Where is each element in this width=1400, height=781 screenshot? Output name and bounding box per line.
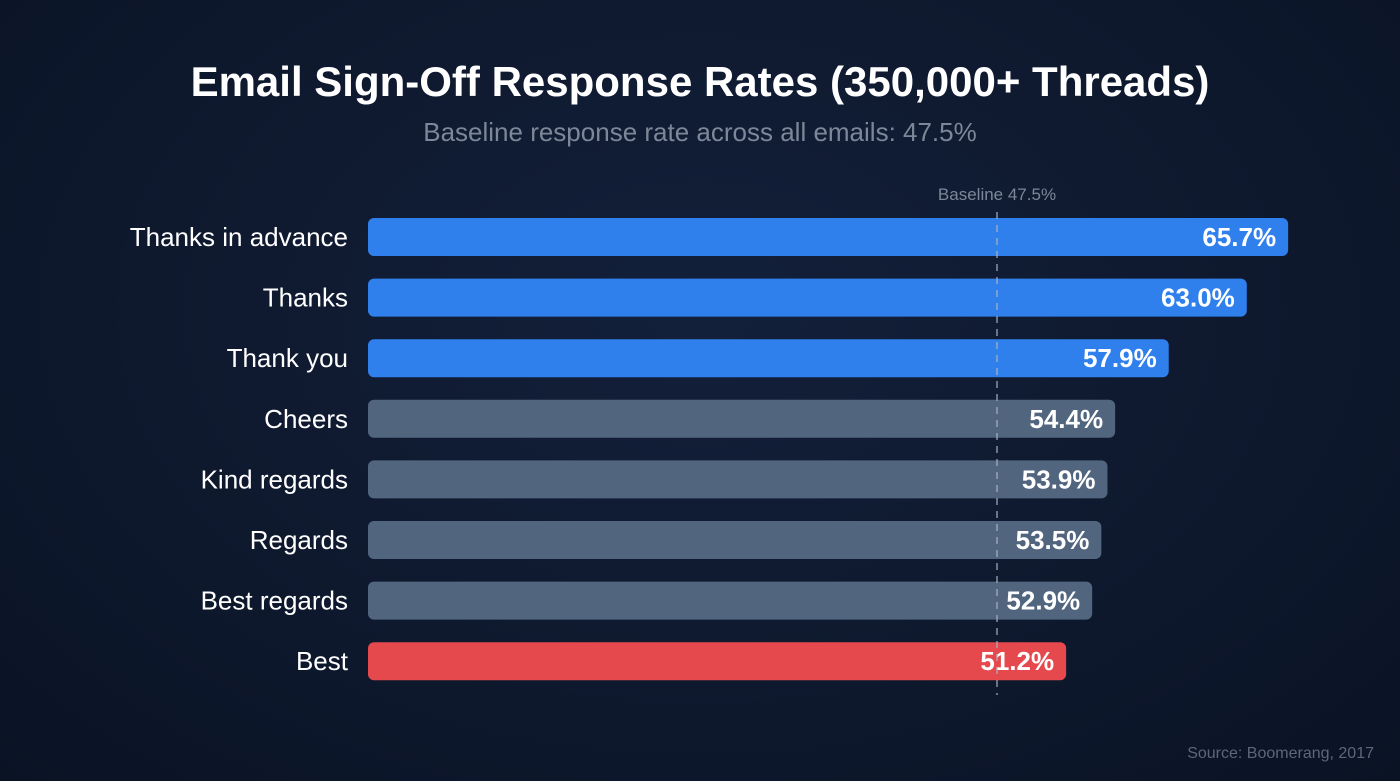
data-label: 63.0% [1161, 283, 1235, 313]
bar [368, 399, 1116, 438]
bar [368, 218, 1289, 256]
data-label: 51.2% [980, 646, 1054, 676]
chart-subtitle: Baseline response rate across all emails… [423, 117, 977, 147]
source-note: Source: Boomerang, 2017 [1187, 745, 1374, 762]
category-label: Thank you [227, 343, 348, 373]
data-label: 53.9% [1022, 464, 1096, 494]
category-label: Regards [250, 525, 348, 555]
data-label: 65.7% [1202, 222, 1276, 252]
data-label: 52.9% [1006, 586, 1080, 616]
data-label: 57.9% [1083, 343, 1157, 373]
bar [368, 278, 1247, 317]
bar [368, 642, 1067, 681]
category-label: Cheers [264, 404, 348, 434]
category-label: Best [296, 646, 349, 676]
category-label: Thanks in advance [130, 222, 348, 252]
bar [368, 460, 1108, 499]
bar [368, 339, 1169, 378]
category-label: Kind regards [201, 464, 348, 494]
bar [368, 521, 1102, 559]
bar [368, 581, 1093, 620]
chart-title: Email Sign-Off Response Rates (350,000+ … [190, 58, 1210, 105]
baseline-label: Baseline 47.5% [938, 185, 1056, 204]
data-label: 53.5% [1016, 525, 1090, 555]
category-label: Thanks [263, 283, 348, 313]
data-label: 54.4% [1029, 404, 1103, 434]
category-label: Best regards [201, 586, 348, 616]
